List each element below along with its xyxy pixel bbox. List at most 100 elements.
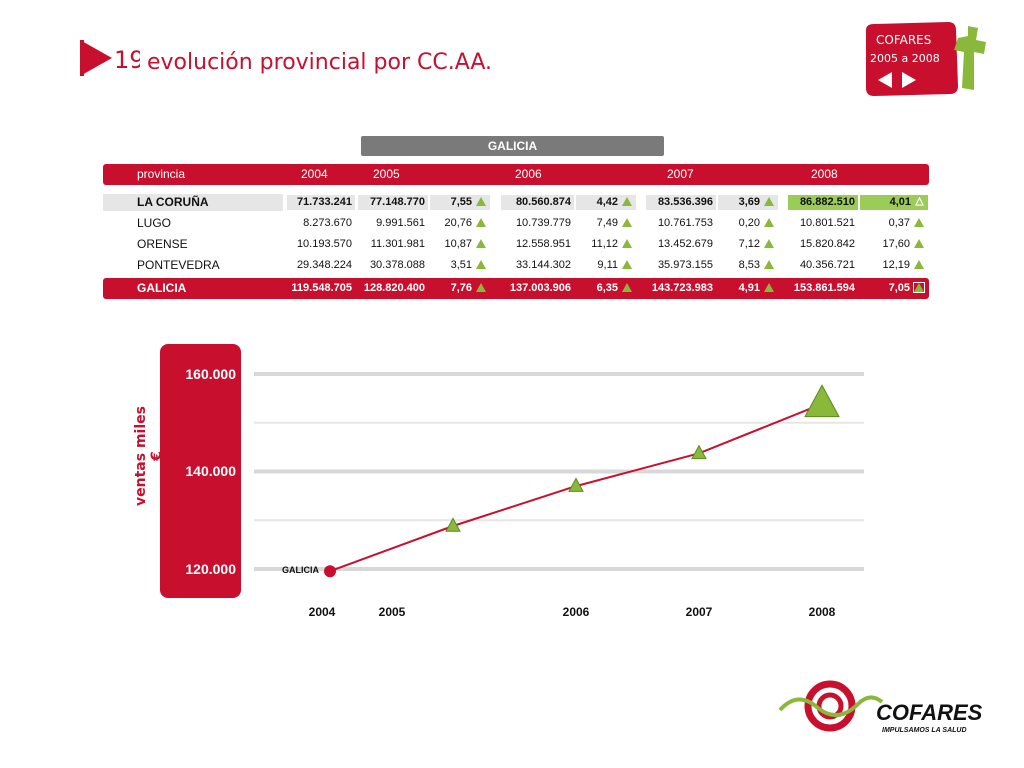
x-tick-label: 2007: [685, 605, 713, 619]
growth-percent: 6,35: [576, 281, 636, 296]
sales-value: 128.820.400: [358, 281, 428, 296]
cofares-logo: COFARES IMPULSAMOS LA SALUD: [778, 680, 983, 734]
cell-text: 4,01: [889, 196, 911, 208]
growth-percent: 0,37: [860, 216, 928, 231]
cell-text: 6,35: [596, 282, 618, 294]
cell-text: 15.820.842: [799, 238, 855, 250]
next-arrow-icon: [902, 72, 916, 88]
growth-percent: 7,76: [430, 281, 490, 296]
sales-value: 40.356.721: [788, 258, 858, 273]
cell-text: 7,55: [450, 196, 472, 208]
cell-text: 33.144.302: [515, 259, 571, 271]
up-triangle-icon: [476, 283, 486, 292]
cell-text: 8,53: [738, 259, 760, 271]
up-triangle-icon: [476, 197, 486, 206]
slide-number: 19: [114, 46, 140, 74]
growth-percent: 3,51: [430, 258, 490, 273]
up-triangle-icon: [914, 218, 924, 227]
up-triangle-icon: [764, 197, 774, 206]
sales-value: 119.548.705: [287, 281, 355, 296]
up-triangle-icon: [622, 283, 632, 292]
up-triangle-icon: [476, 260, 486, 269]
cell-text: 0,20: [738, 217, 760, 229]
row-highlight: [103, 194, 283, 211]
sales-value: 86.882.510: [788, 195, 858, 210]
sales-value: 153.861.594: [788, 281, 858, 296]
up-triangle-icon: [764, 283, 774, 292]
badge-brand: COFARES: [876, 33, 931, 47]
cell-text: 30.378.088: [369, 259, 425, 271]
up-triangle-icon: [764, 239, 774, 248]
x-tick-label: 2004: [308, 605, 336, 619]
cell-text: 10.761.753: [657, 217, 713, 229]
up-triangle-icon: [914, 239, 924, 248]
province-name: ORENSE: [136, 237, 287, 252]
up-triangle-icon: [622, 218, 632, 227]
sales-value: 77.148.770: [358, 195, 428, 210]
highlight-point-marker: [804, 384, 840, 418]
cell-text: ORENSE: [137, 237, 188, 251]
growth-percent: 0,20: [718, 216, 778, 231]
cell-text: 13.452.679: [657, 238, 713, 250]
sales-value: 11.301.981: [358, 237, 428, 252]
page-title: evolución provincial por CC.AA.: [147, 50, 493, 75]
province-name: PONTEVEDRA: [136, 258, 287, 273]
col-2006: 2006: [515, 167, 542, 181]
up-triangle-icon: [914, 260, 924, 269]
cell-text: 8.273.670: [303, 217, 352, 229]
col-provincia: provincia: [137, 167, 186, 181]
table-row: PONTEVEDRA 29.348.224 30.378.088 3,51 33.144…: [103, 256, 929, 275]
growth-percent: 9,11: [576, 258, 636, 273]
growth-percent: 4,01: [860, 195, 928, 210]
sales-value: 10.801.521: [788, 216, 858, 231]
cell-text: 4,91: [738, 282, 760, 294]
sales-value: 35.973.155: [646, 258, 716, 273]
cell-text: 80.560.874: [515, 196, 571, 208]
cell-text: 0,37: [888, 217, 910, 229]
cell-text: 12.558.951: [515, 238, 571, 250]
up-triangle-icon: [476, 239, 486, 248]
cell-text: 137.003.906: [509, 282, 571, 294]
sales-value: 83.536.396: [646, 195, 716, 210]
growth-percent: 11,12: [576, 237, 636, 252]
cell-text: 29.348.224: [296, 259, 352, 271]
cell-text: LA CORUÑA: [137, 195, 209, 209]
province-name: LUGO: [136, 216, 287, 231]
sales-value: 9.991.561: [358, 216, 428, 231]
growth-percent: 20,76: [430, 216, 490, 231]
col-2005: 2005: [373, 167, 400, 181]
growth-percent: 7,55: [430, 195, 490, 210]
growth-percent: 4,91: [718, 281, 778, 296]
y-tick-label: 160.000: [185, 366, 236, 382]
cell-text: 9,11: [597, 259, 618, 271]
sales-value: 12.558.951: [501, 237, 574, 252]
table-row: LUGO 8.273.670 9.991.561 20,76 10.739.779 7,4…: [103, 214, 929, 233]
cell-text: 7,49: [596, 217, 618, 229]
total-row: GALICIA 119.548.705 128.820.400 7,76 137.003…: [103, 278, 929, 299]
up-triangle-icon: [913, 282, 925, 293]
cell-text: 77.148.770: [369, 196, 425, 208]
cell-text: 153.861.594: [793, 282, 855, 294]
cell-text: 86.882.510: [799, 196, 855, 208]
cell-text: 119.548.705: [291, 282, 352, 294]
logo-tagline: IMPULSAMOS LA SALUD: [882, 727, 967, 734]
sales-value: 10.761.753: [646, 216, 716, 231]
cell-text: 4,42: [596, 196, 618, 208]
y-tick-label: 140.000: [185, 463, 236, 479]
start-point-marker: [324, 565, 336, 578]
cell-text: 12,19: [882, 259, 910, 271]
pharmacy-cross-icon: [954, 26, 986, 90]
cell-text: 71.733.241: [296, 196, 352, 208]
up-triangle-icon: [622, 239, 632, 248]
up-triangle-outline-icon: [915, 197, 924, 206]
up-triangle-icon: [764, 260, 774, 269]
region-label: GALICIA: [361, 136, 664, 156]
up-triangle-icon: [622, 260, 632, 269]
sales-value: 71.733.241: [287, 195, 355, 210]
cell-text: GALICIA: [137, 281, 187, 295]
cell-text: 7,05: [888, 282, 910, 294]
col-2008: 2008: [811, 167, 838, 181]
growth-percent: 7,49: [576, 216, 636, 231]
cell-text: 10.739.779: [515, 217, 571, 229]
up-triangle-icon: [622, 197, 632, 206]
